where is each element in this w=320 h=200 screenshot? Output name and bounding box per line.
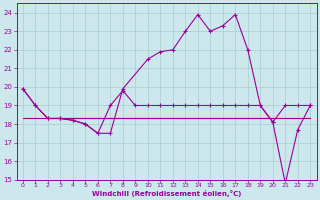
X-axis label: Windchill (Refroidissement éolien,°C): Windchill (Refroidissement éolien,°C) <box>92 190 241 197</box>
